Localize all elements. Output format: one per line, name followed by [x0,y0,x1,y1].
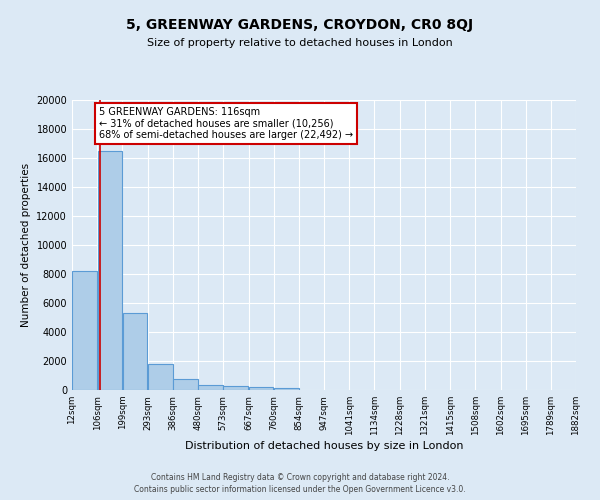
X-axis label: Distribution of detached houses by size in London: Distribution of detached houses by size … [185,441,463,451]
Bar [249,387,274,390]
Bar [122,313,148,390]
Text: 5, GREENWAY GARDENS, CROYDON, CR0 8QJ: 5, GREENWAY GARDENS, CROYDON, CR0 8QJ [127,18,473,32]
Bar [148,364,173,390]
Bar [274,388,299,390]
Text: Contains public sector information licensed under the Open Government Licence v3: Contains public sector information licen… [134,485,466,494]
Bar [223,386,248,390]
Text: Contains HM Land Registry data © Crown copyright and database right 2024.: Contains HM Land Registry data © Crown c… [151,472,449,482]
Bar [72,271,97,390]
Bar [173,379,198,390]
Bar [199,385,223,390]
Text: 5 GREENWAY GARDENS: 116sqm
← 31% of detached houses are smaller (10,256)
68% of : 5 GREENWAY GARDENS: 116sqm ← 31% of deta… [98,108,353,140]
Text: Size of property relative to detached houses in London: Size of property relative to detached ho… [147,38,453,48]
Y-axis label: Number of detached properties: Number of detached properties [21,163,31,327]
Bar [98,151,122,390]
